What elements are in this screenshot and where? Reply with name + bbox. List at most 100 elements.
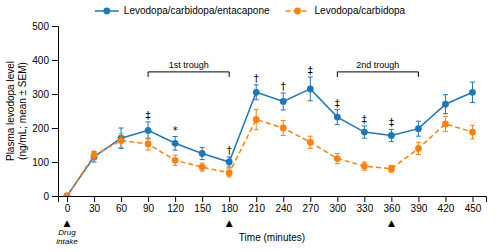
point — [307, 86, 314, 93]
legend-label: Levodopa/carbidopa — [315, 5, 406, 16]
x-axis-line — [59, 197, 487, 203]
x-tick: 270 — [302, 196, 319, 214]
point — [145, 127, 152, 134]
x-tick: 330 — [357, 196, 374, 214]
error-bar — [335, 110, 340, 125]
significance-marker: * — [173, 125, 178, 136]
chart: 0306090120150180210240270300330360390420… — [0, 0, 500, 252]
point — [361, 129, 368, 136]
bracket-label: 1st trough — [169, 60, 209, 70]
x-tick-mark — [229, 196, 230, 202]
point — [388, 165, 395, 172]
drug-intake-marker: ▲ — [226, 218, 233, 228]
x-tick: 120 — [167, 196, 184, 214]
x-tick-mark — [418, 196, 419, 202]
plot-area — [64, 77, 476, 196]
point — [307, 139, 314, 146]
point — [253, 116, 260, 123]
error-bar — [92, 152, 97, 162]
point — [334, 155, 341, 162]
legend-marker — [294, 8, 301, 15]
y-tick-mark — [52, 94, 58, 95]
error-bar — [389, 165, 394, 172]
x-tick-label: 270 — [302, 203, 319, 214]
y-tick-mark — [52, 60, 58, 61]
x-tick-mark — [148, 196, 149, 202]
x-tick-label: 330 — [357, 203, 374, 214]
point — [199, 150, 206, 157]
legend-item: Levodopa/carbidopa — [286, 5, 406, 16]
bracket — [148, 72, 229, 77]
x-tick: 0 — [65, 196, 71, 214]
error-bar — [443, 95, 448, 114]
significance-marker: ‡ — [389, 117, 394, 128]
x-tick-label: 60 — [116, 203, 128, 214]
x-tick-label: 300 — [329, 203, 346, 214]
error-bar — [254, 109, 259, 129]
x-tick-label: 30 — [89, 203, 101, 214]
error-bar — [362, 126, 367, 138]
x-tick-mark — [310, 196, 311, 202]
point — [145, 141, 152, 148]
x-tick: 30 — [89, 196, 101, 214]
x-tick-label: 210 — [248, 203, 265, 214]
x-tick: 390 — [411, 196, 428, 214]
error-bar — [200, 163, 205, 171]
x-tick-mark — [364, 196, 365, 202]
legend-marker — [103, 8, 110, 15]
y-tick: 200 — [32, 123, 58, 134]
point — [415, 125, 422, 132]
significance-marker: ‡ — [362, 114, 367, 125]
point — [361, 163, 368, 170]
error-bar — [173, 155, 178, 165]
error-bar — [443, 116, 448, 131]
series-line — [67, 89, 472, 196]
y-tick-mark — [52, 26, 58, 27]
y-tick-label: 200 — [32, 123, 49, 134]
x-tick: 180 — [221, 196, 238, 214]
x-tick-mark — [67, 196, 68, 202]
x-axis-title: Time (minutes) — [239, 232, 305, 243]
point — [118, 137, 125, 144]
legend-item: Levodopa/carbidopa/entacapone — [95, 5, 270, 16]
significance-marker: ‡ — [308, 65, 313, 76]
x-tick-mark — [472, 196, 473, 202]
y-axis-line — [52, 27, 59, 197]
x-tick-mark — [337, 196, 338, 202]
error-bar — [416, 121, 421, 136]
y-tick-label: 400 — [32, 55, 49, 66]
y-tick: 500 — [32, 21, 58, 32]
y-axis-title: Plasma levodopa level — [5, 61, 16, 161]
error-bar — [119, 128, 124, 148]
point — [253, 89, 260, 96]
x-tick-mark — [202, 196, 203, 202]
legend-label: Levodopa/carbidopa/entacapone — [124, 5, 270, 16]
point — [172, 157, 179, 164]
point — [64, 193, 71, 196]
error-bar — [281, 93, 286, 110]
x-tick-mark — [391, 196, 392, 202]
error-bar — [92, 151, 97, 159]
error-bar — [254, 85, 259, 100]
legend: Levodopa/carbidopa/entacapone Levodopa/ca… — [95, 5, 406, 16]
x-tick-label: 120 — [167, 203, 184, 214]
point — [469, 129, 476, 136]
significance-marker: ‡ — [335, 98, 340, 109]
x-tick-mark — [94, 196, 95, 202]
x-tick-label: 90 — [143, 203, 155, 214]
x-tick: 150 — [194, 196, 211, 214]
series — [64, 109, 476, 196]
x-tick: 90 — [143, 196, 155, 214]
point — [91, 152, 98, 159]
y-tick-label: 300 — [32, 89, 49, 100]
x-tick-mark — [121, 196, 122, 202]
y-tick: 400 — [32, 55, 58, 66]
x-tick-label: 240 — [275, 203, 292, 214]
significance-marker: ‡ — [146, 110, 151, 121]
significance-marker: † — [254, 73, 259, 84]
x-tick-mark — [175, 196, 176, 202]
x-tick: 420 — [438, 196, 455, 214]
y-tick: 0 — [43, 191, 58, 202]
y-tick-label: 100 — [32, 157, 49, 168]
x-tick: 60 — [116, 196, 128, 214]
